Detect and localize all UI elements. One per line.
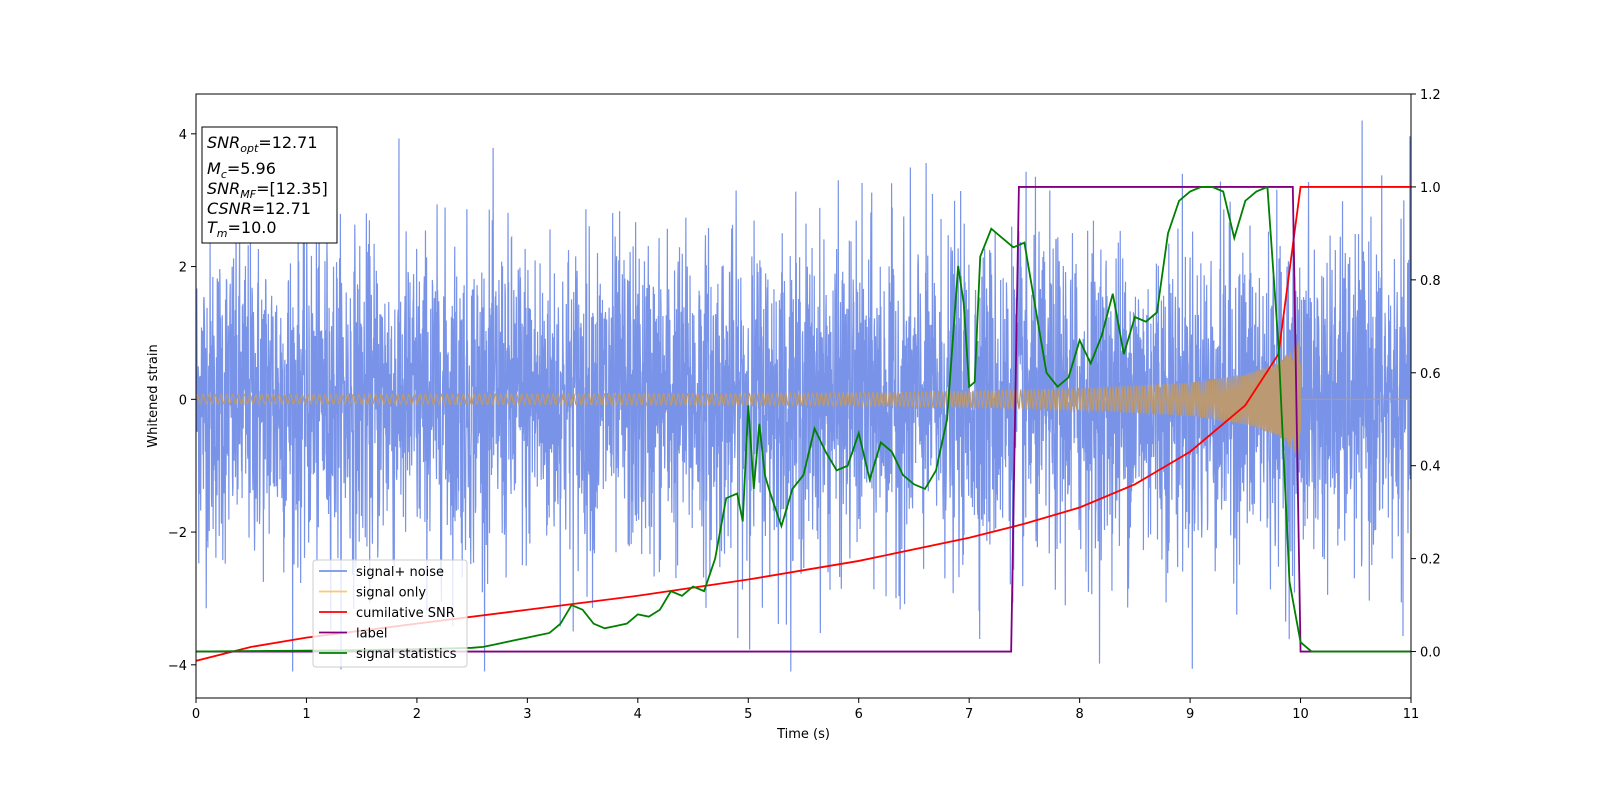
legend-label: signal statistics [356, 647, 457, 662]
y-tick-label: 0 [179, 393, 187, 408]
x-tick-label: 2 [413, 707, 421, 722]
axes-layer: 0 1 2 3 4 5 6 7 8 9 10 11 −4 −2 0 2 4 0.0 0.2 0.4 0.6 0.8 1.0 1… [168, 88, 1441, 722]
annotation-line: Tm=10.0 [207, 218, 277, 240]
x-tick-label: 10 [1292, 707, 1309, 722]
legend-label: cumilative SNR [356, 606, 455, 621]
x-tick-label: 1 [302, 707, 310, 722]
y-axis-label: Whitened strain [146, 344, 161, 447]
annotation-line: CSNR=12.71 [207, 199, 311, 218]
x-tick-label: 7 [965, 707, 973, 722]
legend-label: signal only [356, 586, 426, 601]
y-tick-label: −4 [168, 659, 187, 674]
legend-label: signal+ noise [356, 565, 444, 580]
y-tick-label: 2 [179, 261, 187, 276]
legend-box [312, 559, 468, 668]
x-axis-label: Time (s) [776, 727, 830, 742]
x-tick-label: 3 [523, 707, 531, 722]
y2-tick-label: 0.0 [1420, 646, 1441, 661]
annotation-line: SNRMF=[12.35] [207, 179, 328, 201]
series-signal-statistics [196, 185, 1411, 653]
y2-tick-label: 0.6 [1420, 367, 1441, 382]
annotation-box [201, 126, 338, 244]
y2-tick-label: 1.2 [1420, 88, 1441, 103]
x-tick-label: 6 [855, 707, 863, 722]
x-tick-label: 5 [744, 707, 752, 722]
plot-frame [195, 93, 1412, 699]
legend: signal+ noise signal only cumilative SNR la… [312, 559, 468, 668]
x-tick-label: 11 [1403, 707, 1420, 722]
y2-tick-label: 0.4 [1420, 460, 1441, 475]
x-tick-label: 0 [192, 707, 200, 722]
series-signal-only [196, 341, 1411, 455]
annotation-line: Mc=5.96 [207, 159, 276, 181]
stats-annotation-box: SNRopt=12.71 Mc=5.96SNRMF=[12.35]CSNR=12.… [201, 126, 338, 244]
y-tick-label: −2 [168, 526, 187, 541]
x-tick-label: 4 [634, 707, 642, 722]
y2-tick-label: 1.0 [1420, 181, 1441, 196]
legend-label: label [356, 627, 387, 642]
annotation-line: SNRopt=12.71 [207, 133, 318, 155]
y2-tick-label: 0.8 [1420, 274, 1441, 289]
x-tick-label: 9 [1186, 707, 1194, 722]
x-tick-label: 8 [1075, 707, 1083, 722]
y2-tick-label: 0.2 [1420, 553, 1441, 568]
y-tick-label: 4 [179, 128, 187, 143]
